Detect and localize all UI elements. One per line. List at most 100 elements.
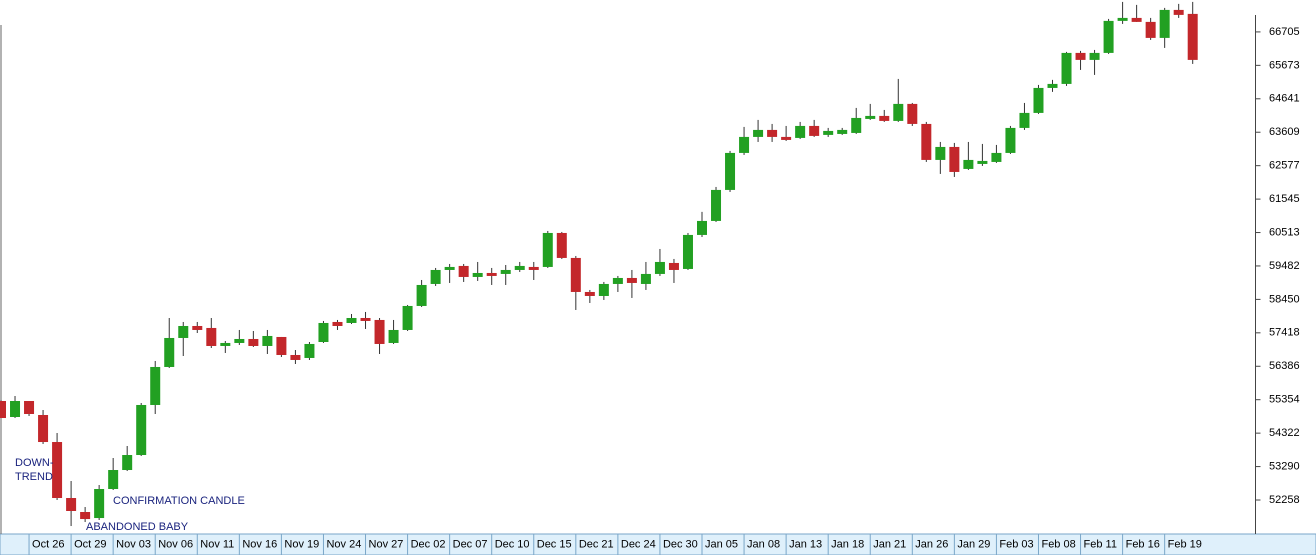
- x-tick-label: Nov 16: [242, 538, 277, 550]
- candle-body: [626, 277, 637, 283]
- y-tick-label: 64641: [1269, 93, 1300, 105]
- candle-body: [753, 129, 764, 137]
- candle-body: [1047, 83, 1058, 88]
- x-tick-label: Feb 19: [1168, 538, 1202, 550]
- candle-body: [164, 337, 175, 367]
- candle-body: [598, 283, 609, 296]
- y-tick-label: 53290: [1269, 460, 1300, 472]
- candle-body: [430, 269, 441, 284]
- candle-body: [781, 136, 792, 140]
- annotation: ABANDONED BABY: [86, 521, 189, 533]
- annotation: DOWN-: [15, 457, 54, 469]
- candle-body: [1089, 52, 1100, 60]
- candle-body: [276, 336, 287, 355]
- candle-body: [1131, 17, 1142, 22]
- candle-body: [472, 272, 483, 277]
- x-tick-label: Jan 05: [705, 538, 738, 550]
- y-tick-label: 57418: [1269, 327, 1300, 339]
- y-tick-label: 66705: [1269, 26, 1300, 38]
- candle-body: [1033, 87, 1044, 113]
- candle-body: [668, 262, 679, 270]
- candle-body: [837, 129, 848, 134]
- x-tick-label: Jan 21: [873, 538, 906, 550]
- x-tick-label: Nov 06: [158, 538, 193, 550]
- candle-body: [697, 220, 707, 235]
- candle-body: [388, 329, 399, 343]
- x-tick-label: Dec 02: [411, 538, 446, 550]
- candle-body: [654, 261, 665, 274]
- candle-body: [514, 265, 525, 270]
- candle-body: [332, 321, 343, 326]
- candle-body: [1019, 112, 1030, 128]
- candle-body: [963, 159, 974, 169]
- y-tick-label: 59482: [1269, 260, 1300, 272]
- candle-body: [1103, 20, 1114, 53]
- x-tick-label: Feb 08: [1041, 538, 1075, 550]
- candle-body: [865, 115, 876, 119]
- x-tick-label: Dec 24: [621, 538, 656, 550]
- candle-body: [711, 189, 722, 221]
- x-tick-label: Feb 16: [1126, 538, 1160, 550]
- candle-body: [94, 488, 105, 519]
- x-tick-label: Dec 30: [663, 538, 698, 550]
- candle-body: [374, 319, 385, 344]
- candle-body: [24, 400, 35, 414]
- candle-body: [1005, 127, 1016, 153]
- candle-body: [767, 129, 778, 137]
- x-tick-label: Dec 07: [453, 538, 488, 550]
- annotation: CONFIRMATION CANDLE: [113, 495, 245, 507]
- candle-body: [584, 291, 595, 296]
- x-tick-label: Jan 29: [957, 538, 990, 550]
- x-tick-label: Nov 11: [200, 538, 234, 550]
- x-tick-label: Nov 24: [326, 538, 361, 550]
- candle-body: [234, 338, 245, 343]
- x-tick-label: Oct 26: [32, 538, 64, 550]
- candle-body: [528, 266, 539, 270]
- candle-body: [0, 400, 6, 419]
- candle-body: [739, 136, 750, 153]
- candle-body: [795, 125, 806, 138]
- candle-body: [682, 234, 693, 269]
- candle-body: [1187, 13, 1198, 60]
- y-tick-label: 63609: [1269, 126, 1300, 138]
- candle-body: [500, 269, 511, 274]
- candle-body: [949, 146, 960, 172]
- annotation: TREND: [15, 471, 53, 483]
- x-tick-label: Dec 10: [495, 538, 530, 550]
- candle-body: [640, 273, 651, 284]
- candle-body: [542, 232, 553, 267]
- y-tick-label: 56386: [1269, 360, 1300, 372]
- candle-body: [108, 470, 119, 489]
- candle-body: [570, 257, 581, 292]
- y-tick-label: 54322: [1269, 427, 1300, 439]
- candle-body: [192, 325, 203, 330]
- candle-body: [416, 284, 427, 306]
- x-tick-label: Nov 03: [116, 538, 151, 550]
- y-tick-label: 60513: [1269, 226, 1300, 238]
- candle-body: [10, 400, 21, 418]
- candle-body: [304, 343, 315, 358]
- y-tick-label: 65673: [1269, 59, 1300, 71]
- y-tick-label: 52258: [1269, 494, 1300, 506]
- candle-body: [1061, 52, 1072, 84]
- candle-body: [262, 335, 273, 346]
- candle-body: [1145, 21, 1156, 38]
- candle-body: [1173, 9, 1184, 15]
- x-tick-label: Jan 26: [915, 538, 948, 550]
- candle-body: [907, 103, 918, 124]
- candle-body: [220, 342, 231, 346]
- x-tick-label: Jan 08: [747, 538, 780, 550]
- x-tick-label: Nov 27: [369, 538, 404, 550]
- y-tick-label: 55354: [1269, 394, 1300, 406]
- candle-body: [1117, 17, 1128, 21]
- candle-body: [360, 317, 371, 321]
- candle-body: [346, 317, 357, 323]
- candle-body: [725, 152, 736, 190]
- candle-body: [879, 115, 890, 121]
- candle-body: [248, 338, 259, 346]
- candle-body: [66, 498, 77, 511]
- candle-body: [150, 366, 161, 405]
- candle-body: [612, 277, 623, 284]
- candle-body: [38, 414, 49, 443]
